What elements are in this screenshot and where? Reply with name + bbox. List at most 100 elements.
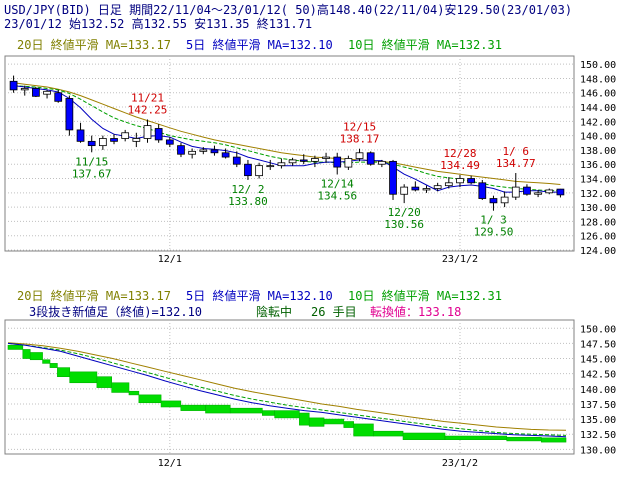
- candle-body: [500, 196, 509, 204]
- lower-legend-ma20: 20日 終値平滑 MA=133.17: [17, 288, 171, 303]
- candle-body: [143, 125, 152, 139]
- upper-y-tick: 146.00: [580, 89, 616, 100]
- candle-body: [355, 152, 364, 159]
- breakout-brick: [49, 363, 58, 368]
- candle-body: [400, 186, 409, 195]
- breakout-brick: [506, 436, 542, 442]
- breakout-brick: [111, 382, 130, 393]
- candle-body: [288, 159, 297, 164]
- candle-body: [43, 90, 51, 95]
- breakout-brick: [57, 367, 71, 378]
- breakout-brick: [444, 435, 508, 440]
- breakout-brick: [274, 410, 300, 419]
- candle-body: [266, 165, 275, 168]
- ma20-line: [13, 82, 561, 185]
- candle-body: [444, 182, 453, 187]
- candle-body: [545, 189, 554, 194]
- breakout-brick: [308, 417, 325, 427]
- upper-y-tick: 144.00: [580, 103, 616, 114]
- candle-body: [467, 178, 475, 184]
- candle-body: [188, 150, 196, 155]
- candle-body: [299, 159, 308, 162]
- high-annotation-date: 1/ 6: [503, 145, 530, 158]
- lower-ma5-line: [7, 342, 567, 438]
- ma5-line: [13, 85, 561, 193]
- breakout-brick: [541, 437, 567, 443]
- candle-body: [54, 92, 63, 102]
- candle-body: [277, 162, 286, 167]
- lower-moving-averages: [7, 342, 567, 438]
- candle-body: [489, 198, 498, 204]
- breakout-brick: [96, 376, 112, 388]
- candle-body: [389, 160, 397, 195]
- lower-legend-ma10: 10日 終値平滑 MA=132.31: [348, 288, 502, 303]
- breakout-brick: [343, 421, 354, 428]
- upper-y-tick: 138.00: [580, 146, 616, 157]
- candle-body: [255, 165, 263, 177]
- upper-y-tick: 132.00: [580, 189, 616, 200]
- candle-body: [344, 158, 353, 168]
- lower-bricks: [7, 344, 567, 443]
- candle-body: [154, 128, 163, 141]
- candle-body: [378, 160, 386, 165]
- low-annotation-value: 129.50: [474, 226, 514, 239]
- low-annotation-date: 12/ 2: [231, 183, 264, 196]
- high-annotation-value: 142.25: [128, 104, 168, 117]
- low-annotation-value: 133.80: [228, 195, 268, 208]
- upper-y-tick: 142.00: [580, 117, 616, 128]
- high-annotation-date: 11/21: [131, 92, 164, 105]
- breakout-brick: [323, 418, 345, 425]
- lower-ma20-line: [7, 342, 567, 431]
- breakout-brick: [29, 352, 43, 361]
- upper-y-tick: 150.00: [580, 60, 616, 71]
- breakout-brick: [402, 432, 446, 440]
- upper-x-tick: 23/1/2: [442, 254, 478, 265]
- lower-x-tick: 12/1: [158, 458, 182, 469]
- candle-body: [76, 129, 85, 142]
- candle-body: [9, 80, 18, 91]
- candle-body: [311, 158, 319, 162]
- lower-y-axis: 130.00 132.50 135.00 137.50 140.00 142.50 145.…: [580, 324, 616, 456]
- breakout-brick: [138, 394, 162, 404]
- breakout-brick: [229, 407, 263, 414]
- candle-body: [556, 188, 565, 196]
- candle-body: [165, 139, 174, 145]
- upper-y-axis: 124.00 126.00 128.00 130.00 132.00 134.00 136.…: [580, 60, 616, 257]
- high-annotation-date: 12/28: [443, 147, 476, 160]
- upper-candles: [9, 75, 565, 211]
- candle-body: [221, 152, 230, 158]
- upper-y-tick: 128.00: [580, 217, 616, 228]
- upper-x-tick: 12/1: [158, 254, 182, 265]
- candle-body: [244, 163, 252, 177]
- header-line1: USD/JPY(BID) 日足 期間22/11/04～23/01/12( 50)…: [4, 2, 572, 17]
- low-annotation-date: 12/20: [388, 206, 421, 219]
- upper-y-tick: 140.00: [580, 132, 616, 143]
- upper-y-tick: 136.00: [580, 160, 616, 171]
- lower-y-tick: 140.00: [580, 385, 616, 396]
- breakout-brick: [205, 404, 231, 414]
- lower-y-tick: 145.00: [580, 355, 616, 366]
- upper-y-tick: 124.00: [580, 246, 616, 257]
- lower-ma10-line: [7, 342, 567, 436]
- lower-x-tick: 23/1/2: [442, 458, 478, 469]
- candle-body: [132, 138, 141, 142]
- high-annotation-value: 134.77: [496, 157, 536, 170]
- breakout-brick: [262, 410, 275, 416]
- breakout-count: 26 手目: [311, 305, 357, 319]
- breakout-brick: [69, 371, 98, 384]
- candle-body: [523, 186, 531, 195]
- breakout-brick: [22, 349, 31, 359]
- candle-body: [210, 149, 219, 154]
- breakout-brick: [160, 400, 182, 408]
- candle-body: [411, 186, 420, 191]
- candle-body: [110, 138, 118, 142]
- lower-x-axis: 12/1 23/1/2: [158, 458, 478, 469]
- candle-body: [87, 140, 96, 147]
- breakout-brick: [7, 344, 24, 350]
- candle-body: [121, 132, 130, 139]
- breakout-brick: [42, 359, 51, 364]
